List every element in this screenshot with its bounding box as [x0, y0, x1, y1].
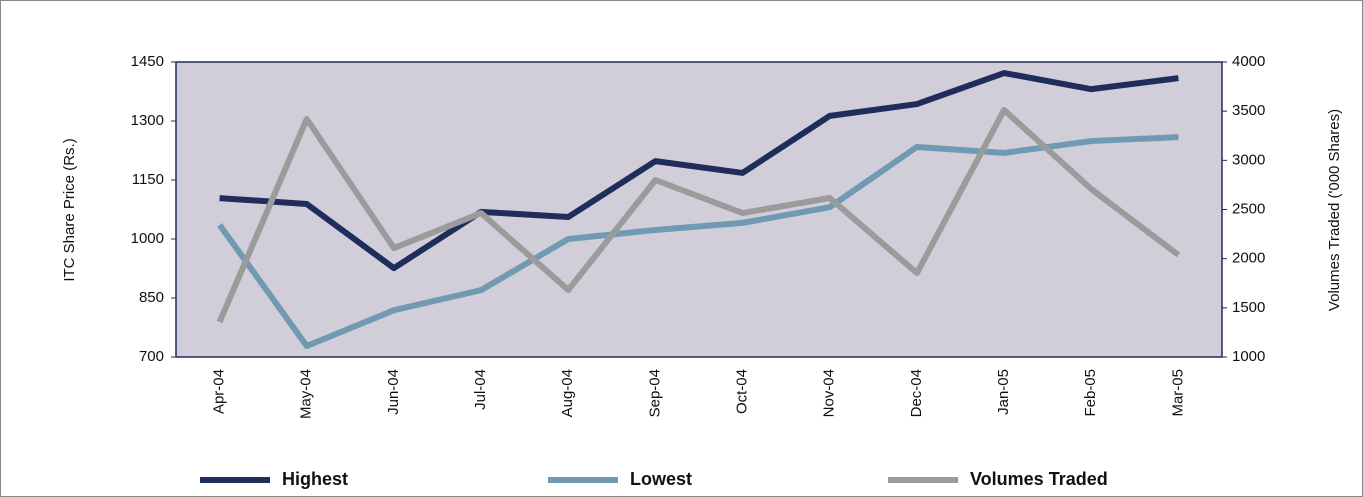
x-tick-label: Jul-04: [472, 369, 489, 410]
y2-tick-label: 2000: [1232, 250, 1265, 267]
legend-label: Highest: [282, 469, 348, 489]
x-tick-label: Nov-04: [821, 369, 838, 417]
x-tick-label: Dec-04: [908, 369, 925, 417]
y-tick-label: 1150: [132, 171, 164, 188]
y-tick-label: 1450: [131, 53, 164, 70]
y-tick-label: 850: [139, 289, 164, 306]
y-tick-label: 700: [139, 348, 164, 365]
y2-tick-label: 3500: [1232, 102, 1265, 119]
x-tick-label: Feb-05: [1082, 369, 1099, 417]
x-tick-label: Oct-04: [734, 369, 751, 414]
y2-tick-label: 4000: [1232, 53, 1265, 70]
line: [219, 70, 1179, 272]
y-tick-label: 1300: [131, 112, 164, 129]
x-tick-label: Sep-04: [646, 369, 663, 417]
x-tick-label: Jan-05: [995, 369, 1012, 415]
y2-tick-label: 2500: [1232, 200, 1265, 217]
legend-label: Volumes Traded: [970, 469, 1108, 489]
y-tick-label: 1000: [131, 230, 164, 247]
line: [217, 134, 1179, 349]
x-tick-label: Mar-05: [1169, 369, 1186, 417]
x-tick-label: May-04: [298, 369, 315, 419]
x-tick-label: Aug-04: [559, 369, 576, 417]
y2-axis-label: Volumes Traded ('000 Shares): [1326, 109, 1343, 311]
x-tick-label: Jun-04: [385, 369, 402, 415]
x-tick-label: Apr-04: [211, 369, 228, 414]
y2-tick-label: 1000: [1232, 348, 1265, 365]
y-axis-label: ITC Share Price (Rs.): [61, 138, 78, 281]
plot-area: [175, 61, 1223, 358]
line: [216, 106, 1181, 324]
y2-tick-label: 1500: [1232, 299, 1265, 316]
legend-label: Lowest: [630, 469, 692, 489]
y2-tick-label: 3000: [1232, 151, 1265, 168]
